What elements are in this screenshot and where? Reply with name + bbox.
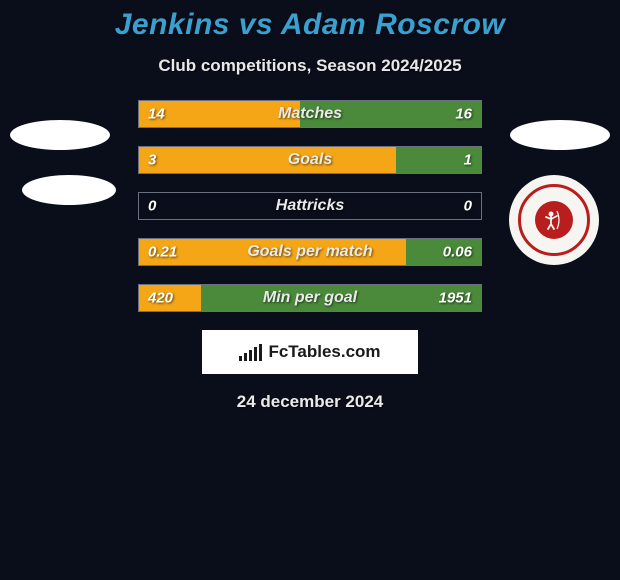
player1-bar xyxy=(139,147,396,173)
stat-row: 3 1 Goals xyxy=(0,146,620,174)
stat-row: 14 16 Matches xyxy=(0,100,620,128)
page-title: Jenkins vs Adam Roscrow xyxy=(0,8,620,42)
fctables-logo: FcTables.com xyxy=(239,342,380,362)
player1-value: 0.21 xyxy=(148,244,177,261)
player1-value: 0 xyxy=(148,198,156,215)
player2-value: 16 xyxy=(455,106,472,123)
signal-icon xyxy=(239,344,262,361)
attribution-box: FcTables.com xyxy=(202,330,418,374)
player2-value: 1 xyxy=(464,152,472,169)
stat-label: Goals per match xyxy=(247,243,372,261)
stat-label: Goals xyxy=(288,151,332,169)
date-label: 24 december 2024 xyxy=(0,392,620,412)
stat-label: Matches xyxy=(278,105,342,123)
subtitle: Club competitions, Season 2024/2025 xyxy=(0,56,620,76)
player1-value: 420 xyxy=(148,290,173,307)
player1-value: 3 xyxy=(148,152,156,169)
stat-row: 420 1951 Min per goal xyxy=(0,284,620,312)
player1-value: 14 xyxy=(148,106,165,123)
stat-label: Min per goal xyxy=(263,289,357,307)
player2-value: 0.06 xyxy=(443,244,472,261)
stat-row: 0 0 Hattricks xyxy=(0,192,620,220)
stat-label: Hattricks xyxy=(276,197,344,215)
attribution-text: FcTables.com xyxy=(268,342,380,362)
player2-value: 0 xyxy=(464,198,472,215)
infographic-container: Jenkins vs Adam Roscrow Club competition… xyxy=(0,0,620,412)
stat-row: 0.21 0.06 Goals per match xyxy=(0,238,620,266)
player2-value: 1951 xyxy=(439,290,472,307)
